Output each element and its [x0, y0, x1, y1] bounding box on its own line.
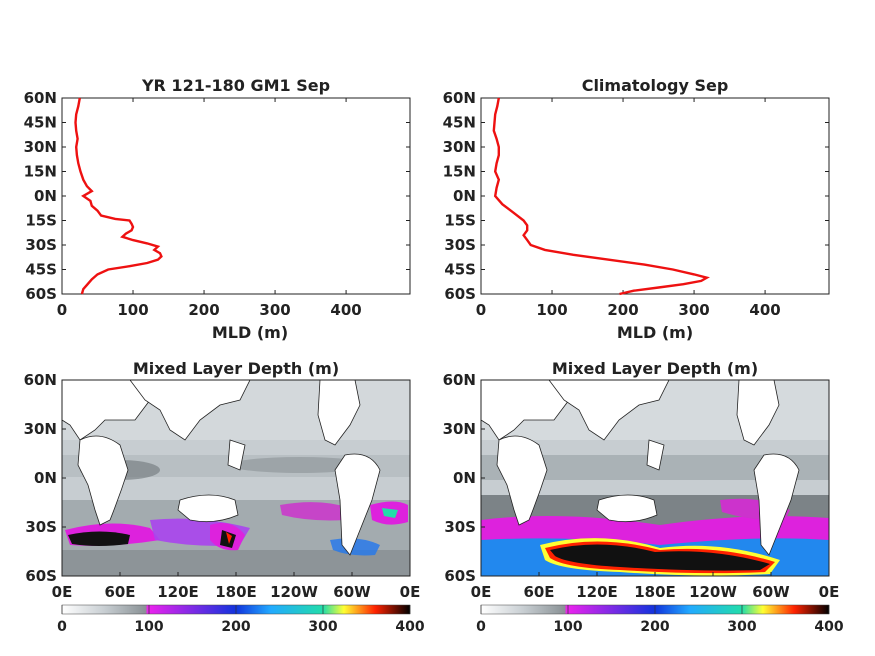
colorbar-ticks-model: 0 100 200 300 400	[57, 605, 425, 635]
colorbar-tick-label: 300	[308, 619, 337, 635]
profile-xtick-label: 0	[476, 301, 486, 319]
map-ytick-label: 30S	[444, 518, 476, 536]
colorbar-tick-label: 100	[553, 619, 582, 635]
profile-ytick-label: 15N	[443, 163, 476, 181]
map-xtick-label: 120E	[157, 583, 199, 601]
profile-ytick-label: 15S	[25, 212, 57, 230]
map-xtick-label: 60W	[752, 583, 790, 601]
mld-field-model	[62, 380, 410, 576]
profile-panel-climatology: Climatology Sep 60S45S30S15S0N15N30N45N6…	[443, 76, 830, 342]
mld-field-climatology	[481, 380, 829, 576]
colorbar-tick-label: 400	[814, 619, 843, 635]
profile-axes-climatology	[480, 97, 830, 295]
profile-ytick-label: 15S	[444, 212, 476, 230]
map-ytick-label: 60N	[443, 371, 476, 389]
profile-ytick-label: 30N	[24, 138, 57, 156]
map-panel-model: Mixed Layer Depth (m)	[24, 359, 425, 635]
map-ytick-label: 60S	[25, 567, 57, 585]
colorbar-tick-label: 0	[57, 619, 67, 635]
profile-ytick-label: 30N	[443, 138, 476, 156]
continents-model	[62, 380, 381, 556]
map-ytick-label: 60N	[24, 371, 57, 389]
map-ytick-label: 30S	[25, 518, 57, 536]
profile-ytick-label: 45S	[25, 261, 57, 279]
profile-xtick-label: 300	[678, 301, 709, 319]
profile-ticks-model: 60S 45S 30S 15S 0N 15N 30N 45N 60N 0 100 200 300 400	[24, 89, 410, 319]
profile-ytick-label: 45N	[24, 114, 57, 132]
profile-ytick-label: 15N	[24, 163, 57, 181]
profile-xtick-label: 100	[536, 301, 567, 319]
map-xtick-label: 180E	[215, 583, 257, 601]
profile-xtick-label: 0	[57, 301, 67, 319]
map-xtick-label: 0E	[52, 583, 73, 601]
profile-ytick-label: 0N	[453, 187, 476, 205]
map-xtick-label: 120W	[689, 583, 737, 601]
profile-xtick-label: 100	[117, 301, 148, 319]
map-xtick-label: 120W	[270, 583, 318, 601]
profile-ytick-label: 60S	[444, 285, 476, 303]
map-ytick-label: 60S	[444, 567, 476, 585]
map-ytick-label: 30N	[24, 420, 57, 438]
colorbar-tick-label: 0	[476, 619, 486, 635]
profile-xtick-label: 200	[607, 301, 638, 319]
map-xtick-label: 0E	[400, 583, 421, 601]
colorbar-ticks-climatology: 0 100 200 300 400	[476, 605, 844, 635]
profile-ytick-label: 60N	[24, 89, 57, 107]
profile-ytick-label: 0N	[34, 187, 57, 205]
profile-ytick-label: 45S	[444, 261, 476, 279]
profile-xtick-label: 300	[259, 301, 290, 319]
map-title-climatology: Mixed Layer Depth (m)	[552, 359, 758, 378]
colorbar-tick-label: 100	[134, 619, 163, 635]
profile-xtick-label: 200	[188, 301, 219, 319]
map-xtick-label: 60W	[333, 583, 371, 601]
colorbar-tick-label: 300	[727, 619, 756, 635]
profile-xtick-label: 400	[330, 301, 361, 319]
profile-xlabel-climatology: MLD (m)	[617, 323, 693, 342]
profile-xtick-label: 400	[749, 301, 780, 319]
map-ticks-model: 60S 30S 0N 30N 60N 0E 60E 120E 180E 120W 60W 0E	[24, 371, 421, 601]
mld-profile-line-climatology	[492, 97, 710, 296]
map-xtick-label: 0E	[471, 583, 492, 601]
map-ticks-climatology: 60S 30S 0N 30N 60N 0E 60E 120E 180E 120W 60W 0E	[443, 371, 840, 601]
map-ytick-label: 0N	[453, 469, 476, 487]
profile-ticks-climatology: 60S 45S 30S 15S 0N 15N 30N 45N 60N 0 100 200 300 400	[443, 89, 829, 319]
profile-ytick-label: 60N	[443, 89, 476, 107]
profile-title-model: YR 121-180 GM1 Sep	[141, 76, 330, 95]
colorbar-tick-label: 400	[395, 619, 424, 635]
map-xtick-label: 60E	[104, 583, 135, 601]
map-xtick-label: 180E	[634, 583, 676, 601]
continents-climatology	[481, 380, 800, 556]
colorbar-tick-label: 200	[640, 619, 669, 635]
map-xtick-label: 0E	[819, 583, 840, 601]
map-ytick-label: 30N	[443, 420, 476, 438]
profile-ytick-label: 45N	[443, 114, 476, 132]
map-xtick-label: 120E	[576, 583, 618, 601]
profile-ytick-label: 60S	[25, 285, 57, 303]
map-xtick-label: 60E	[523, 583, 554, 601]
profile-panel-model: YR 121-180 GM1 Sep 60S 45S 30S 15S 0N 15N 30N 4…	[24, 76, 411, 342]
profile-ytick-label: 30S	[444, 236, 476, 254]
profile-xlabel-model: MLD (m)	[212, 323, 288, 342]
profile-axes-model	[61, 97, 411, 295]
profile-title-climatology: Climatology Sep	[582, 76, 729, 95]
profile-ytick-label: 30S	[25, 236, 57, 254]
colorbar-tick-label: 200	[221, 619, 250, 635]
map-ytick-label: 0N	[34, 469, 57, 487]
mld-profile-line-model	[74, 97, 163, 295]
map-title-model: Mixed Layer Depth (m)	[133, 359, 339, 378]
